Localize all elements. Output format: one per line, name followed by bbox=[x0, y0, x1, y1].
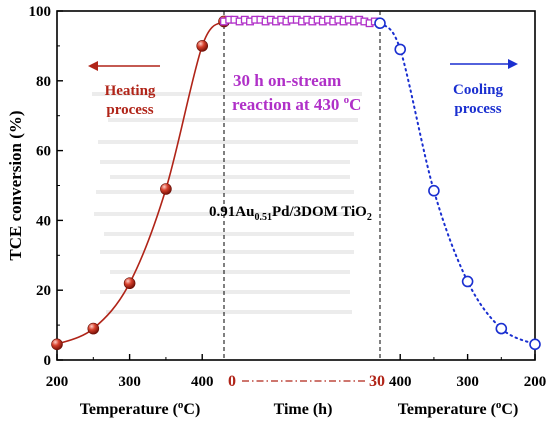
y-tick-label: 80 bbox=[36, 74, 51, 90]
time-x-tick-label: 0 bbox=[228, 373, 236, 390]
heating-data-point bbox=[196, 40, 209, 52]
heating-data-point bbox=[51, 338, 63, 351]
heating-curve bbox=[56, 20, 225, 346]
time-annotation-line2: reaction at 430 oC bbox=[232, 94, 361, 114]
background-text-band bbox=[100, 290, 350, 294]
cooling-arrow-head bbox=[508, 59, 518, 69]
cooling-data-point bbox=[495, 322, 508, 335]
y-tick-label: 40 bbox=[36, 213, 51, 229]
heating-data-point bbox=[87, 322, 100, 335]
heating-arrow-head bbox=[88, 61, 98, 71]
cooling-curve bbox=[379, 22, 536, 346]
heating-x-tick-label: 400 bbox=[191, 374, 214, 390]
cooling-data-point bbox=[461, 275, 474, 288]
background-text-band bbox=[104, 232, 354, 236]
cooling-data-point bbox=[374, 17, 386, 30]
heating-data-point bbox=[123, 277, 136, 290]
cooling-x-tick-label: 400 bbox=[389, 374, 412, 390]
background-text-band bbox=[96, 190, 354, 194]
time-x-tick-label: 30 bbox=[369, 373, 385, 390]
cooling-data-point bbox=[394, 43, 407, 56]
catalyst-label: 0.91Au0.51Pd/3DOM TiO2 bbox=[209, 204, 372, 223]
heating-annotation-line1: Heating bbox=[105, 83, 156, 99]
heating-x-axis-title: Temperature (oC) bbox=[80, 399, 201, 418]
y-tick-label: 100 bbox=[29, 4, 52, 20]
background-text-band bbox=[98, 140, 358, 144]
heating-data-point bbox=[160, 183, 172, 195]
cooling-data-point bbox=[428, 184, 440, 197]
y-axis-title: TCE conversion (%) bbox=[6, 110, 25, 260]
background-text-band bbox=[108, 118, 358, 122]
y-tick-label: 60 bbox=[36, 144, 51, 160]
heating-annotation-line2: process bbox=[106, 102, 153, 118]
time-annotation-line1: 30 h on-stream bbox=[233, 71, 341, 90]
heating-x-tick-label: 300 bbox=[118, 374, 141, 390]
background-text-band bbox=[106, 310, 352, 314]
cooling-x-axis-title: Temperature (oC) bbox=[398, 399, 519, 418]
cooling-x-tick-label: 300 bbox=[456, 374, 479, 390]
cooling-annotation-line1: Cooling bbox=[453, 82, 504, 98]
background-text-band bbox=[94, 212, 356, 216]
cooling-annotation-line2: process bbox=[454, 101, 501, 117]
background-text-band bbox=[110, 270, 350, 274]
time-x-axis-title: Time (h) bbox=[274, 401, 333, 418]
background-text-band bbox=[100, 250, 354, 254]
background-text-band bbox=[92, 92, 362, 96]
y-tick-label: 0 bbox=[44, 353, 52, 369]
background-text-band bbox=[100, 160, 350, 164]
background-text-band bbox=[110, 175, 350, 179]
cooling-data-point bbox=[529, 338, 541, 351]
heating-x-tick-label: 200 bbox=[46, 374, 69, 390]
cooling-x-tick-label: 200 bbox=[524, 374, 547, 390]
y-tick-label: 20 bbox=[36, 283, 51, 299]
